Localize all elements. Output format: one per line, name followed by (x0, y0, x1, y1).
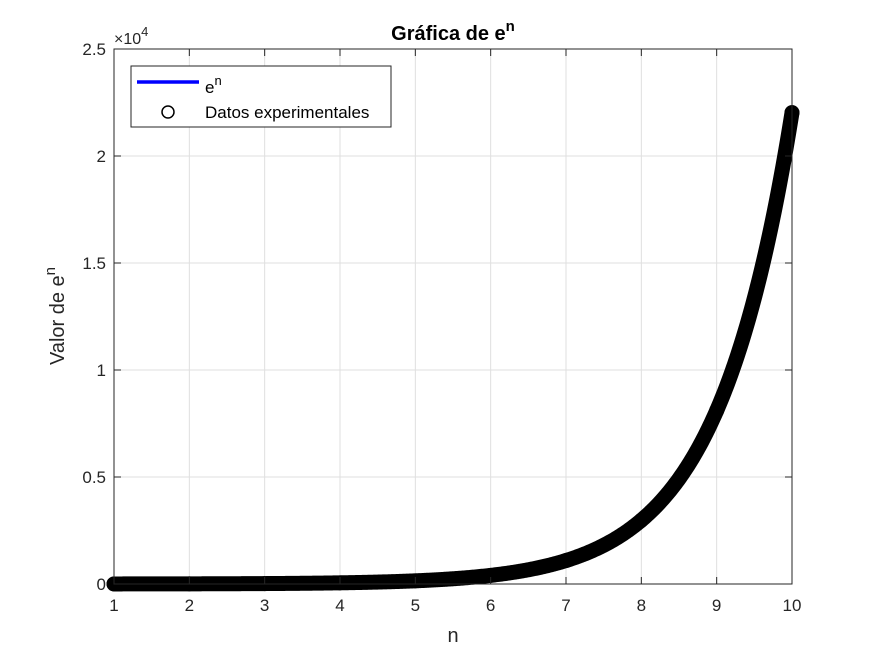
y-tick-label: 2.5 (82, 40, 106, 59)
legend-label-markers: Datos experimentales (205, 103, 369, 122)
y-tick-label: 1.5 (82, 254, 106, 273)
legend-marker-swatch (161, 105, 175, 119)
x-tick-label: 7 (561, 596, 570, 615)
y-tick-label: 0 (97, 575, 106, 594)
x-tick-label: 9 (712, 596, 721, 615)
x-tick-label: 3 (260, 596, 269, 615)
y-tick-label: 0.5 (82, 468, 106, 487)
x-tick-label: 1 (109, 596, 118, 615)
x-tick-label: 5 (411, 596, 420, 615)
y-tick-label: 1 (97, 361, 106, 380)
y-tick-label: 2 (97, 147, 106, 166)
y-axis-label: Valor de en (42, 267, 69, 365)
x-tick-label: 10 (783, 596, 802, 615)
data-point (558, 553, 574, 569)
legend-box (130, 65, 392, 128)
x-axis-label: n (447, 625, 458, 647)
legend-label-line: en (205, 73, 222, 97)
y-axis-exponent: ×104 (114, 24, 148, 48)
data-point (709, 403, 725, 419)
x-tick-label: 8 (637, 596, 646, 615)
x-tick-label: 4 (335, 596, 344, 615)
legend: en Datos experimentales (130, 65, 392, 128)
plot-area-box (113, 48, 793, 585)
x-tick-label: 6 (486, 596, 495, 615)
ticks: 1 2 3 4 5 6 7 8 9 10 0 0.5 1 1.5 2 2.5 (82, 40, 801, 615)
x-tick-label: 2 (185, 596, 194, 615)
chart-title: Gráfica de en (391, 18, 515, 45)
data-point (633, 512, 649, 528)
